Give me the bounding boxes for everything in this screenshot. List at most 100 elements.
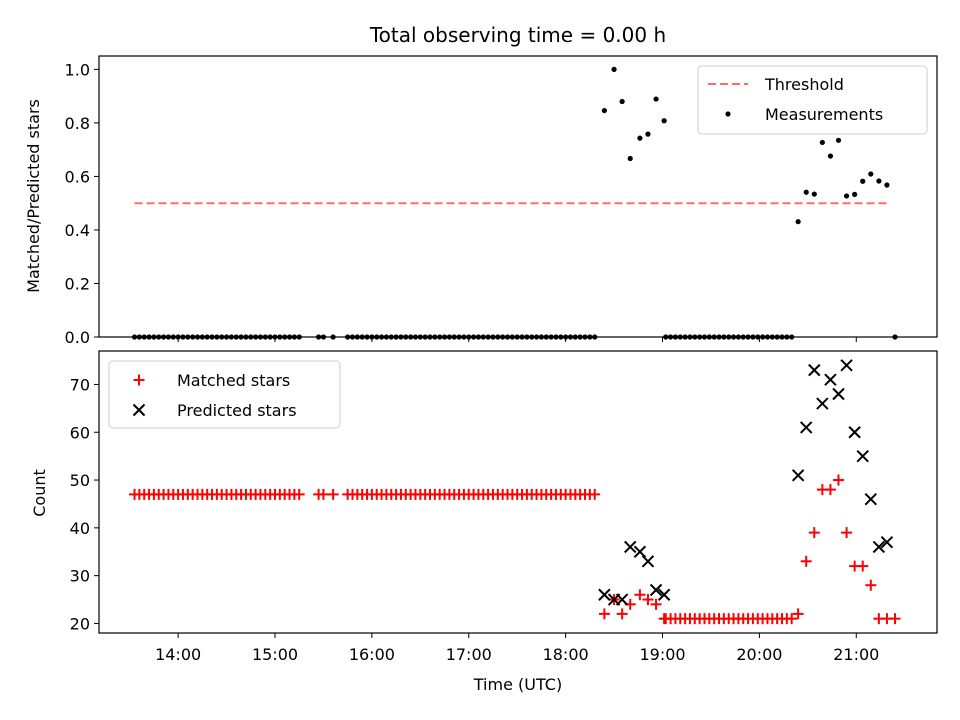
predicted-star-point: [633, 545, 647, 558]
predicted-star-point: [800, 421, 813, 434]
matched-star-point: [293, 488, 305, 500]
bottom-legend-frame: [108, 360, 341, 429]
bottom-legend: Matched stars Predicted stars: [108, 360, 341, 429]
bottom-y-axis-label: Count: [30, 469, 49, 517]
matched-star-point: [650, 598, 662, 610]
measurement-point: [627, 155, 633, 162]
matched-star-point: [865, 579, 877, 591]
bottom-y-tick-label: 50: [70, 471, 90, 490]
predicted-marker-b: [872, 540, 886, 554]
measurement-point: [868, 171, 874, 177]
bottom-x-tick-label: 15:00: [252, 645, 298, 664]
predicted-marker-b: [880, 535, 894, 549]
matched-star-point: [317, 488, 329, 500]
measurement-point: [645, 131, 651, 137]
bottom-x-tick-label: 21:00: [833, 645, 879, 664]
bottom-y-tick-label: 30: [70, 567, 90, 586]
measurement-point: [835, 137, 842, 143]
measurement-point: [884, 182, 890, 188]
matched-star-point: [616, 608, 628, 620]
bottom-x-tick-label: 20:00: [736, 645, 782, 664]
top-legend: Threshold Measurements: [697, 65, 928, 135]
predicted-star-point: [615, 593, 629, 606]
legend-matched-swatch: [133, 374, 145, 386]
measurement-point: [637, 135, 643, 141]
bottom-x-tick-label: 19:00: [639, 645, 685, 664]
predicted-marker-b: [824, 373, 837, 386]
predicted-star-point: [641, 555, 655, 568]
measurement-point: [876, 178, 882, 184]
bottom-plot-area: [129, 359, 901, 625]
predicted-star-point: [848, 426, 861, 439]
measurement-point: [619, 98, 625, 105]
top-y-tick-label: 0.8: [65, 114, 90, 133]
predicted-marker-b: [864, 492, 878, 506]
matched-star-point: [634, 589, 646, 601]
measurement-point: [653, 96, 659, 102]
predicted-star-point: [864, 492, 878, 506]
predicted-star-point: [856, 449, 869, 463]
legend-measurements-label: Measurements: [765, 105, 883, 124]
legend-predicted-label: Predicted stars: [177, 401, 297, 420]
measurement-point: [803, 189, 809, 195]
predicted-star-point: [649, 583, 663, 597]
matched-star-point: [808, 527, 820, 539]
top-y-ticks: 0.0 0.2 0.4 0.6 0.8 1.0: [65, 60, 99, 347]
measurement-point: [827, 153, 834, 159]
predicted-marker-b: [816, 397, 829, 410]
measurement-point: [843, 193, 850, 199]
bottom-x-tick-label: 14:00: [155, 645, 201, 664]
matched-star-point: [833, 474, 845, 486]
bottom-y-tick-label: 60: [70, 423, 90, 442]
predicted-marker-b: [598, 588, 611, 601]
predicted-marker-b: [649, 583, 663, 597]
top-y-tick-label: 0.0: [65, 328, 90, 347]
chart-title: Total observing time = 0.00 h: [369, 23, 666, 47]
bottom-x-tick-label: 16:00: [349, 645, 395, 664]
predicted-star-point: [880, 535, 894, 549]
matched-star-point: [589, 488, 601, 500]
matched-star-point: [642, 594, 654, 606]
predicted-star-point: [824, 373, 837, 386]
measurement-point: [795, 219, 801, 225]
top-panel: Matched/Predicted stars 0.0 0.2 0.4 0.6 0.8 1…: [24, 55, 938, 347]
matched-star-point: [327, 488, 339, 500]
matched-star-point: [857, 560, 869, 572]
matched-star-point: [786, 613, 798, 625]
measurement-point: [811, 191, 817, 197]
legend-predicted-swatch: [132, 403, 146, 417]
top-y-tick-label: 0.6: [65, 167, 90, 186]
measurement-point: [860, 178, 866, 184]
predicted-marker-b: [791, 469, 805, 482]
top-y-axis-label: Matched/Predicted stars: [24, 99, 43, 293]
top-axes-frame: [98, 55, 938, 338]
matched-star-point: [800, 555, 812, 567]
predicted-star-point: [791, 469, 805, 482]
top-y-tick-label: 1.0: [65, 60, 90, 79]
predicted-star-point: [872, 540, 886, 554]
matched-star-point: [598, 608, 610, 620]
predicted-marker-b: [832, 387, 845, 401]
predicted-marker-b: [800, 421, 813, 434]
bottom-x-ticks: 14:00 15:00 16:00 17:00 18:00 19:00 20:00 21:00: [155, 633, 879, 664]
matched-star-point: [889, 613, 901, 625]
legend-matched-label: Matched stars: [177, 371, 290, 390]
measurement-point: [852, 191, 858, 197]
bottom-x-tick-label: 17:00: [446, 645, 492, 664]
measurement-point: [661, 118, 667, 124]
predicted-marker-b: [641, 555, 655, 568]
predicted-marker-b: [624, 540, 637, 554]
predicted-marker-b: [633, 545, 647, 558]
predicted-star-point: [832, 387, 845, 401]
matched-star-point: [841, 527, 853, 539]
bottom-axes-frame: [98, 350, 938, 634]
predicted-star-point: [624, 540, 637, 554]
predicted-marker-b: [856, 449, 869, 463]
top-legend-frame: [697, 65, 928, 135]
predicted-marker-b: [848, 426, 861, 439]
predicted-marker-b: [840, 359, 853, 372]
measurement-point: [611, 66, 617, 72]
bottom-y-tick-label: 40: [70, 519, 90, 538]
x-axis-label: Time (UTC): [473, 675, 562, 694]
bottom-y-ticks: 20 30 40 50 60 70: [70, 375, 99, 633]
